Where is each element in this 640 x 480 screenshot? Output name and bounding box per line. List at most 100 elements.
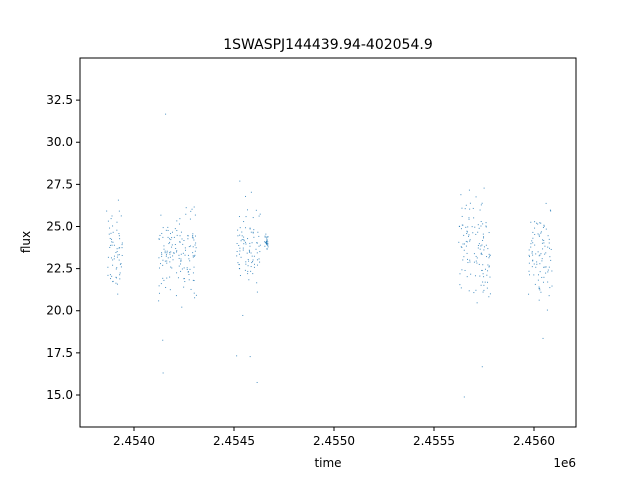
data-point bbox=[462, 243, 464, 245]
data-point bbox=[259, 251, 261, 253]
data-point bbox=[252, 232, 254, 234]
data-point bbox=[468, 189, 470, 191]
data-point bbox=[165, 286, 167, 288]
data-point bbox=[532, 231, 534, 233]
data-point bbox=[181, 238, 183, 240]
data-point bbox=[192, 246, 194, 248]
data-point bbox=[548, 266, 550, 268]
data-point bbox=[178, 223, 180, 225]
data-point bbox=[537, 223, 539, 225]
data-point bbox=[256, 264, 258, 266]
data-point bbox=[464, 269, 466, 271]
data-point bbox=[459, 284, 461, 286]
data-point bbox=[113, 255, 115, 257]
data-points bbox=[106, 113, 553, 398]
data-point bbox=[166, 252, 168, 254]
data-point bbox=[116, 221, 118, 223]
data-point bbox=[120, 263, 122, 265]
data-point bbox=[158, 285, 160, 287]
data-point bbox=[475, 196, 477, 198]
data-point bbox=[243, 221, 245, 223]
data-point bbox=[190, 210, 192, 212]
data-point bbox=[480, 252, 482, 254]
data-point bbox=[161, 253, 163, 255]
data-point bbox=[537, 279, 539, 281]
data-point bbox=[186, 267, 188, 269]
data-point bbox=[119, 238, 121, 240]
data-point bbox=[158, 267, 160, 269]
data-point bbox=[539, 287, 541, 289]
data-point bbox=[463, 234, 465, 236]
data-point bbox=[540, 291, 542, 293]
data-point bbox=[266, 236, 268, 238]
data-point bbox=[461, 215, 463, 217]
data-point bbox=[176, 250, 178, 252]
data-point bbox=[115, 268, 117, 270]
data-point bbox=[187, 238, 189, 240]
data-point bbox=[171, 244, 173, 246]
data-point bbox=[543, 266, 545, 268]
data-point bbox=[111, 215, 113, 217]
data-point bbox=[164, 252, 166, 254]
data-point bbox=[538, 286, 540, 288]
data-point bbox=[549, 287, 551, 289]
data-point bbox=[252, 231, 254, 233]
data-point bbox=[240, 240, 242, 242]
data-point bbox=[178, 265, 180, 267]
data-point bbox=[253, 236, 255, 238]
data-point bbox=[488, 296, 490, 298]
data-point bbox=[239, 227, 241, 229]
data-point bbox=[168, 243, 170, 245]
data-point bbox=[534, 221, 536, 223]
data-point bbox=[170, 266, 172, 268]
data-point bbox=[482, 239, 484, 241]
data-point bbox=[528, 293, 530, 295]
data-point bbox=[165, 113, 167, 115]
data-point bbox=[488, 253, 490, 255]
data-point bbox=[182, 252, 184, 254]
data-point bbox=[479, 209, 481, 211]
data-point bbox=[460, 228, 462, 230]
data-point bbox=[238, 263, 240, 265]
data-point bbox=[550, 210, 552, 212]
data-point bbox=[465, 204, 467, 206]
data-point bbox=[466, 276, 468, 278]
data-point bbox=[473, 217, 475, 219]
data-point bbox=[532, 254, 534, 256]
data-point bbox=[546, 309, 548, 311]
data-point bbox=[188, 246, 190, 248]
data-point bbox=[180, 258, 182, 260]
data-point bbox=[245, 263, 247, 265]
data-point bbox=[489, 255, 491, 257]
data-point bbox=[547, 281, 549, 283]
data-point bbox=[551, 270, 553, 272]
data-point bbox=[181, 306, 183, 308]
data-point bbox=[113, 244, 115, 246]
data-point bbox=[530, 221, 532, 223]
data-point bbox=[243, 243, 245, 245]
data-point bbox=[536, 222, 538, 224]
data-point bbox=[265, 233, 267, 235]
data-point bbox=[236, 250, 238, 252]
data-point bbox=[246, 252, 248, 254]
data-point bbox=[169, 251, 171, 253]
data-point bbox=[236, 255, 238, 257]
data-point bbox=[237, 262, 239, 264]
data-point bbox=[259, 244, 261, 246]
data-point bbox=[170, 233, 172, 235]
data-point bbox=[267, 244, 269, 246]
data-point bbox=[475, 255, 477, 257]
data-point bbox=[250, 231, 252, 233]
data-point bbox=[107, 256, 109, 258]
data-point bbox=[459, 273, 461, 275]
data-point bbox=[486, 274, 488, 276]
data-point bbox=[529, 274, 531, 276]
data-point bbox=[472, 207, 474, 209]
data-point bbox=[488, 266, 490, 268]
data-point bbox=[468, 235, 469, 237]
data-point bbox=[191, 237, 193, 239]
data-point bbox=[163, 279, 165, 281]
data-point bbox=[170, 239, 172, 241]
data-point bbox=[162, 372, 164, 374]
data-point bbox=[476, 257, 478, 259]
